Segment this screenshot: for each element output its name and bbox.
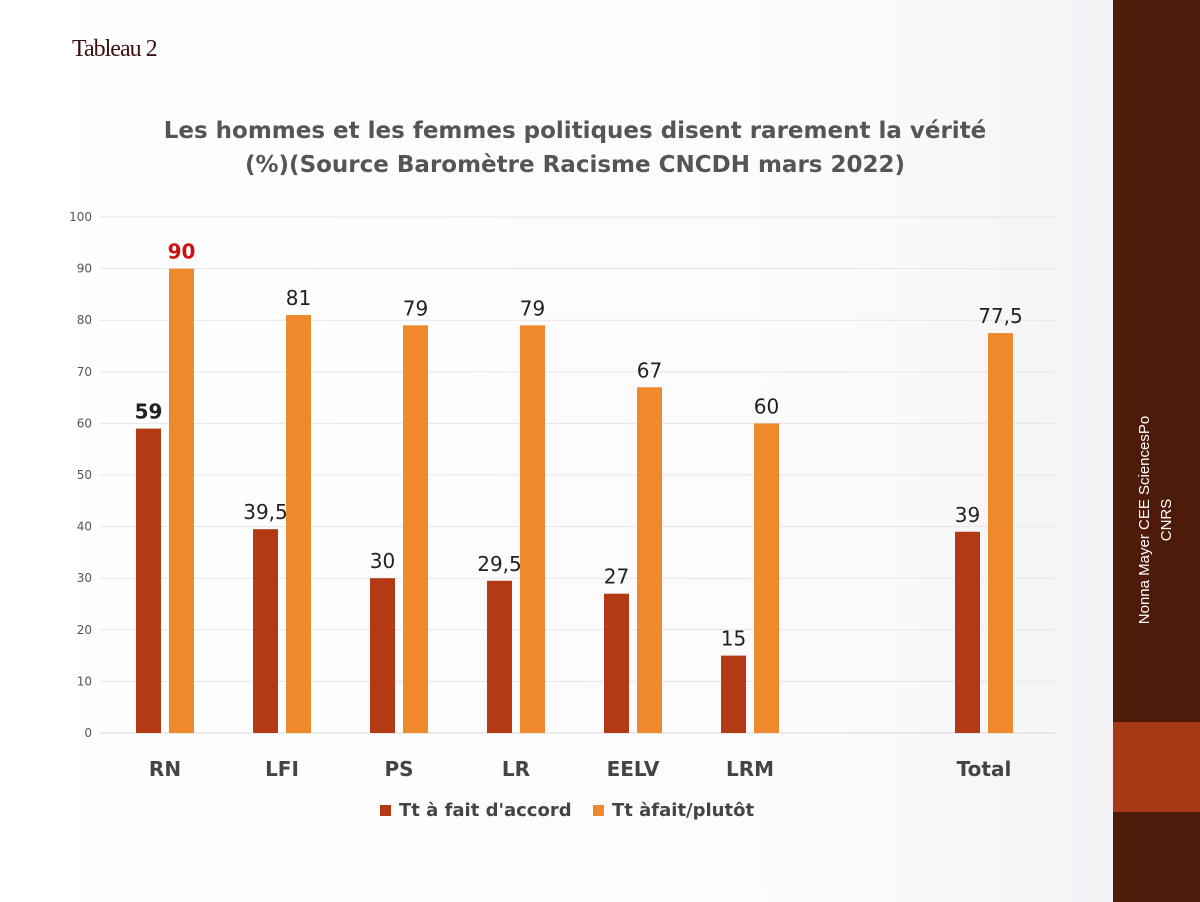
x-tick-label: LRM [726, 757, 774, 781]
bar-2 [286, 315, 311, 733]
x-tick-label: PS [384, 757, 413, 781]
bar-2 [520, 325, 545, 733]
bar-2 [988, 333, 1013, 733]
legend-item-series-1: Tt à fait d'accord [380, 800, 572, 821]
chart-title-line1: Les hommes et les femmes politiques dise… [163, 118, 987, 144]
legend-label: Tt à fait d'accord [399, 800, 572, 821]
data-label: 27 [604, 565, 629, 589]
bar-2 [637, 387, 662, 733]
bar-2 [169, 268, 194, 733]
bar-1 [721, 655, 746, 733]
sidebar-accent-block [1113, 722, 1200, 812]
bar-1 [253, 529, 278, 733]
y-tick-label: 50 [77, 468, 92, 482]
x-tick-label: EELV [607, 757, 660, 781]
x-tick-label: Total [957, 757, 1012, 781]
y-tick-label: 100 [69, 210, 92, 224]
bar-2 [403, 325, 428, 733]
legend-swatch [380, 805, 391, 816]
y-tick-label: 10 [77, 674, 92, 688]
y-tick-label: 30 [77, 571, 92, 585]
bar-1 [955, 531, 980, 733]
data-label: 79 [520, 296, 545, 320]
data-label: 15 [721, 627, 746, 651]
data-label: 29,5 [477, 552, 522, 576]
bar-2 [754, 423, 779, 733]
data-label: 60 [754, 394, 779, 418]
data-label: 39 [955, 503, 980, 527]
x-tick-label: RN [149, 757, 181, 781]
data-label: 77,5 [978, 304, 1023, 328]
x-tick-label: LFI [265, 757, 299, 781]
bar-1 [136, 428, 161, 733]
data-label: 59 [135, 400, 163, 424]
y-tick-label: 20 [77, 623, 92, 637]
institution-line: CNRS [1158, 498, 1175, 542]
sidebar: Nonna Mayer CEE SciencesPo CNRS [1113, 0, 1200, 902]
y-tick-label: 0 [84, 726, 92, 740]
data-label: 30 [370, 549, 395, 573]
legend-label: Tt àfait/plutôt [612, 800, 755, 821]
y-tick-label: 60 [77, 416, 92, 430]
legend-swatch [593, 805, 604, 816]
y-tick-label: 90 [77, 262, 92, 276]
bar-1 [487, 580, 512, 733]
data-label: 81 [286, 286, 311, 310]
chart-title-line2: (%)(Source Baromètre Racisme CNCDH mars … [244, 152, 906, 178]
data-label: 90 [168, 240, 196, 264]
author-line: Nonna Mayer CEE SciencesPo [1136, 415, 1153, 625]
slide-label: Tableau 2 [72, 36, 158, 62]
bar-1 [370, 578, 395, 733]
bar-1 [604, 593, 629, 733]
chart-title: Les hommes et les femmes politiques dise… [160, 114, 990, 182]
y-tick-label: 40 [77, 520, 92, 534]
y-tick-label: 70 [77, 365, 92, 379]
data-label: 67 [637, 358, 662, 382]
author-credit: Nonna Mayer CEE SciencesPo CNRS [1134, 416, 1178, 624]
data-label: 79 [403, 296, 428, 320]
y-tick-label: 80 [77, 313, 92, 327]
x-tick-label: LR [502, 757, 530, 781]
bar-chart: 0 10 20 30 40 50 60 70 80 90 100 RN 59 90 LFI 39,5 81 PS 3… [69, 210, 1055, 781]
legend-item-series-2: Tt àfait/plutôt [593, 800, 754, 821]
data-label: 39,5 [243, 500, 288, 524]
